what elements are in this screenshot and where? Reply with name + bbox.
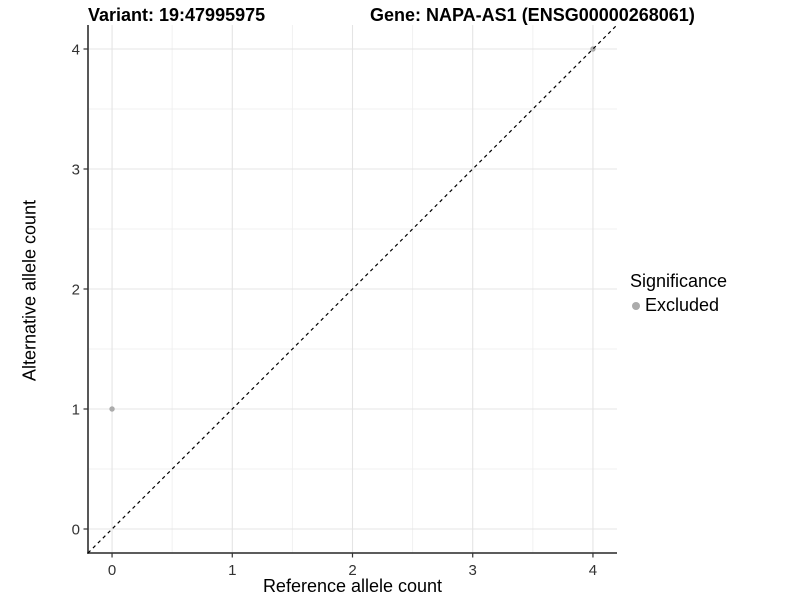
legend-title: Significance — [630, 271, 728, 291]
x-axis-tick-label: 2 — [348, 562, 356, 579]
y-axis-tick-label: 3 — [72, 161, 80, 178]
excluded-point-icon — [632, 301, 640, 310]
identity-line — [87, 24, 618, 554]
gene-title: Gene: NAPA-AS1 (ENSG00000268061) — [370, 5, 695, 25]
y-axis-tick-label: 2 — [72, 281, 80, 298]
y-axis-tick-label: 4 — [72, 41, 80, 58]
variant-title: Variant: 19:47995975 — [88, 5, 266, 25]
x-axis-tick-label: 4 — [589, 562, 597, 579]
y-axis-title: Alternative allele count — [19, 199, 40, 382]
legend-item-label: Excluded — [645, 295, 720, 315]
legend-item-excluded: Excluded — [630, 295, 727, 316]
x-axis-tick-label: 0 — [108, 562, 116, 579]
x-axis-tick-label: 3 — [469, 562, 477, 579]
y-axis-tick-label: 1 — [72, 401, 80, 418]
x-axis-title: Reference allele count — [262, 576, 443, 596]
data-point — [109, 406, 115, 412]
x-axis-tick-label: 1 — [228, 562, 236, 579]
y-axis-tick-label: 0 — [72, 521, 80, 538]
legend: Significance Excluded — [630, 271, 727, 316]
